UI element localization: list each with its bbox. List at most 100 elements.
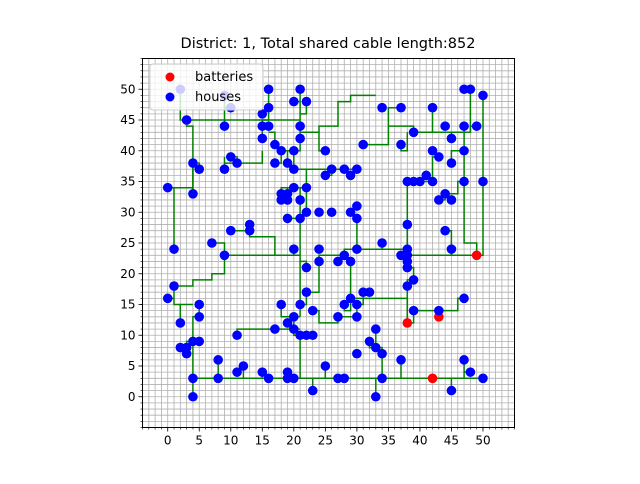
house-point — [263, 102, 274, 113]
y-tick-label: 20 — [120, 267, 135, 281]
house-point — [289, 96, 299, 107]
house-point — [339, 299, 350, 310]
x-tick-label: 25 — [318, 434, 333, 448]
house-point — [289, 373, 299, 384]
house-point — [194, 299, 205, 310]
house-point — [364, 287, 375, 298]
house-point — [169, 281, 179, 291]
house-point — [295, 213, 305, 224]
house-point — [440, 189, 450, 199]
house-point — [345, 256, 356, 267]
house-point — [427, 102, 438, 113]
house-point — [345, 207, 356, 218]
house-point — [188, 391, 198, 402]
house-point — [459, 355, 469, 365]
x-tick-label: 35 — [381, 434, 396, 448]
cable-segment — [450, 126, 465, 164]
house-point — [194, 164, 205, 174]
house-point — [459, 145, 469, 156]
house-point — [314, 256, 324, 267]
house-point — [207, 238, 217, 248]
house-point — [465, 84, 476, 95]
house-point — [434, 195, 444, 205]
house-point — [352, 299, 362, 310]
house-point — [289, 182, 299, 193]
house-point — [471, 121, 482, 131]
house-point — [225, 225, 236, 236]
x-tick-label: 15 — [255, 434, 270, 448]
house-point — [478, 373, 488, 384]
house-point — [427, 145, 438, 156]
house-point — [232, 330, 242, 341]
house-point — [270, 324, 280, 334]
battery-point — [427, 373, 438, 384]
cable-segment — [463, 150, 478, 256]
battery-point — [402, 318, 413, 328]
house-point — [270, 139, 280, 150]
x-tick-label: 40 — [412, 434, 427, 448]
y-tick-label: 5 — [128, 359, 136, 373]
house-point — [219, 164, 230, 174]
house-point — [333, 256, 343, 267]
house-point — [301, 207, 312, 218]
cable-segment — [173, 286, 181, 306]
house-point — [345, 293, 356, 304]
house-point — [257, 367, 268, 377]
y-tick-label: 35 — [120, 175, 135, 189]
house-point — [377, 373, 387, 384]
house-point — [352, 244, 362, 254]
legend-batteries-marker — [165, 72, 175, 82]
house-point — [289, 164, 299, 174]
house-point — [440, 121, 450, 131]
house-point — [301, 262, 312, 273]
house-point — [289, 312, 299, 322]
house-point — [289, 324, 299, 334]
x-tick-label: 45 — [444, 434, 459, 448]
chart-legend: batteries houses — [149, 63, 264, 111]
house-point — [465, 367, 476, 377]
battery-point — [471, 250, 482, 261]
house-point — [326, 207, 337, 218]
house-point — [219, 250, 230, 261]
house-point — [427, 176, 438, 187]
house-point — [213, 373, 223, 384]
house-point — [320, 170, 331, 181]
house-point — [377, 348, 387, 359]
house-point — [232, 367, 242, 377]
house-point — [276, 195, 287, 205]
cable-segment — [224, 249, 295, 257]
house-point — [396, 355, 406, 365]
cable-segment — [174, 255, 226, 287]
house-point — [181, 115, 192, 125]
house-point — [352, 312, 362, 322]
x-tick-label: 0 — [164, 434, 172, 448]
house-point — [440, 225, 450, 236]
house-point — [276, 299, 287, 310]
house-point — [421, 170, 432, 181]
house-point — [301, 96, 312, 107]
x-tick-label: 20 — [286, 434, 301, 448]
house-point — [352, 213, 362, 224]
house-point — [175, 342, 186, 353]
house-point — [358, 139, 368, 150]
house-point — [377, 238, 387, 248]
house-point — [352, 348, 362, 359]
house-point — [459, 293, 469, 304]
house-point — [295, 195, 305, 205]
y-tick-label: 15 — [120, 298, 135, 312]
house-point — [352, 201, 362, 211]
house-point — [295, 299, 305, 310]
house-point — [446, 385, 457, 396]
cable-segment — [363, 297, 409, 323]
data-points — [162, 84, 488, 402]
house-point — [307, 330, 318, 341]
house-point — [370, 324, 381, 334]
legend-houses-marker — [165, 92, 175, 102]
house-point — [352, 164, 362, 174]
house-point — [446, 158, 457, 168]
house-point — [320, 145, 331, 156]
house-point — [459, 121, 469, 131]
house-point — [402, 262, 413, 273]
